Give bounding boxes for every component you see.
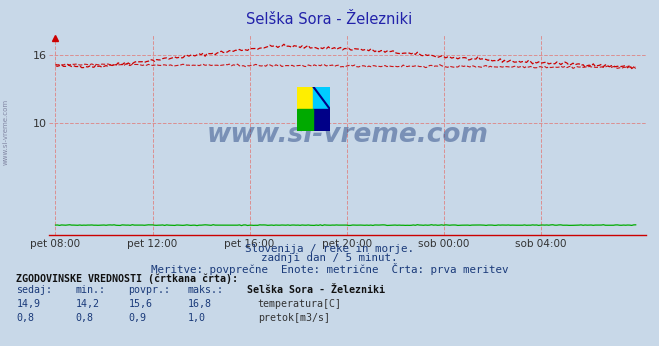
Text: povpr.:: povpr.: bbox=[129, 285, 171, 295]
Text: 1,0: 1,0 bbox=[188, 313, 206, 323]
Text: 0,8: 0,8 bbox=[16, 313, 34, 323]
Text: zadnji dan / 5 minut.: zadnji dan / 5 minut. bbox=[261, 253, 398, 263]
Text: maks.:: maks.: bbox=[188, 285, 224, 295]
Text: 0,9: 0,9 bbox=[129, 313, 146, 323]
Text: min.:: min.: bbox=[76, 285, 106, 295]
Text: ZGODOVINSKE VREDNOSTI (črtkana črta):: ZGODOVINSKE VREDNOSTI (črtkana črta): bbox=[16, 273, 239, 284]
Text: temperatura[C]: temperatura[C] bbox=[258, 299, 341, 309]
Text: Meritve: povprečne  Enote: metrične  Črta: prva meritev: Meritve: povprečne Enote: metrične Črta:… bbox=[151, 263, 508, 275]
Text: 15,6: 15,6 bbox=[129, 299, 152, 309]
Text: www.si-vreme.com: www.si-vreme.com bbox=[2, 98, 9, 165]
Text: 0,8: 0,8 bbox=[76, 313, 94, 323]
Text: Selška Sora - Železniki: Selška Sora - Železniki bbox=[246, 12, 413, 27]
Text: 16,8: 16,8 bbox=[188, 299, 212, 309]
Text: sedaj:: sedaj: bbox=[16, 285, 53, 295]
Text: pretok[m3/s]: pretok[m3/s] bbox=[258, 313, 330, 323]
Text: www.si-vreme.com: www.si-vreme.com bbox=[207, 122, 488, 148]
Text: 14,2: 14,2 bbox=[76, 299, 100, 309]
Text: 14,9: 14,9 bbox=[16, 299, 40, 309]
Text: Selška Sora - Železniki: Selška Sora - Železniki bbox=[247, 285, 385, 295]
Text: Slovenija / reke in morje.: Slovenija / reke in morje. bbox=[245, 244, 414, 254]
